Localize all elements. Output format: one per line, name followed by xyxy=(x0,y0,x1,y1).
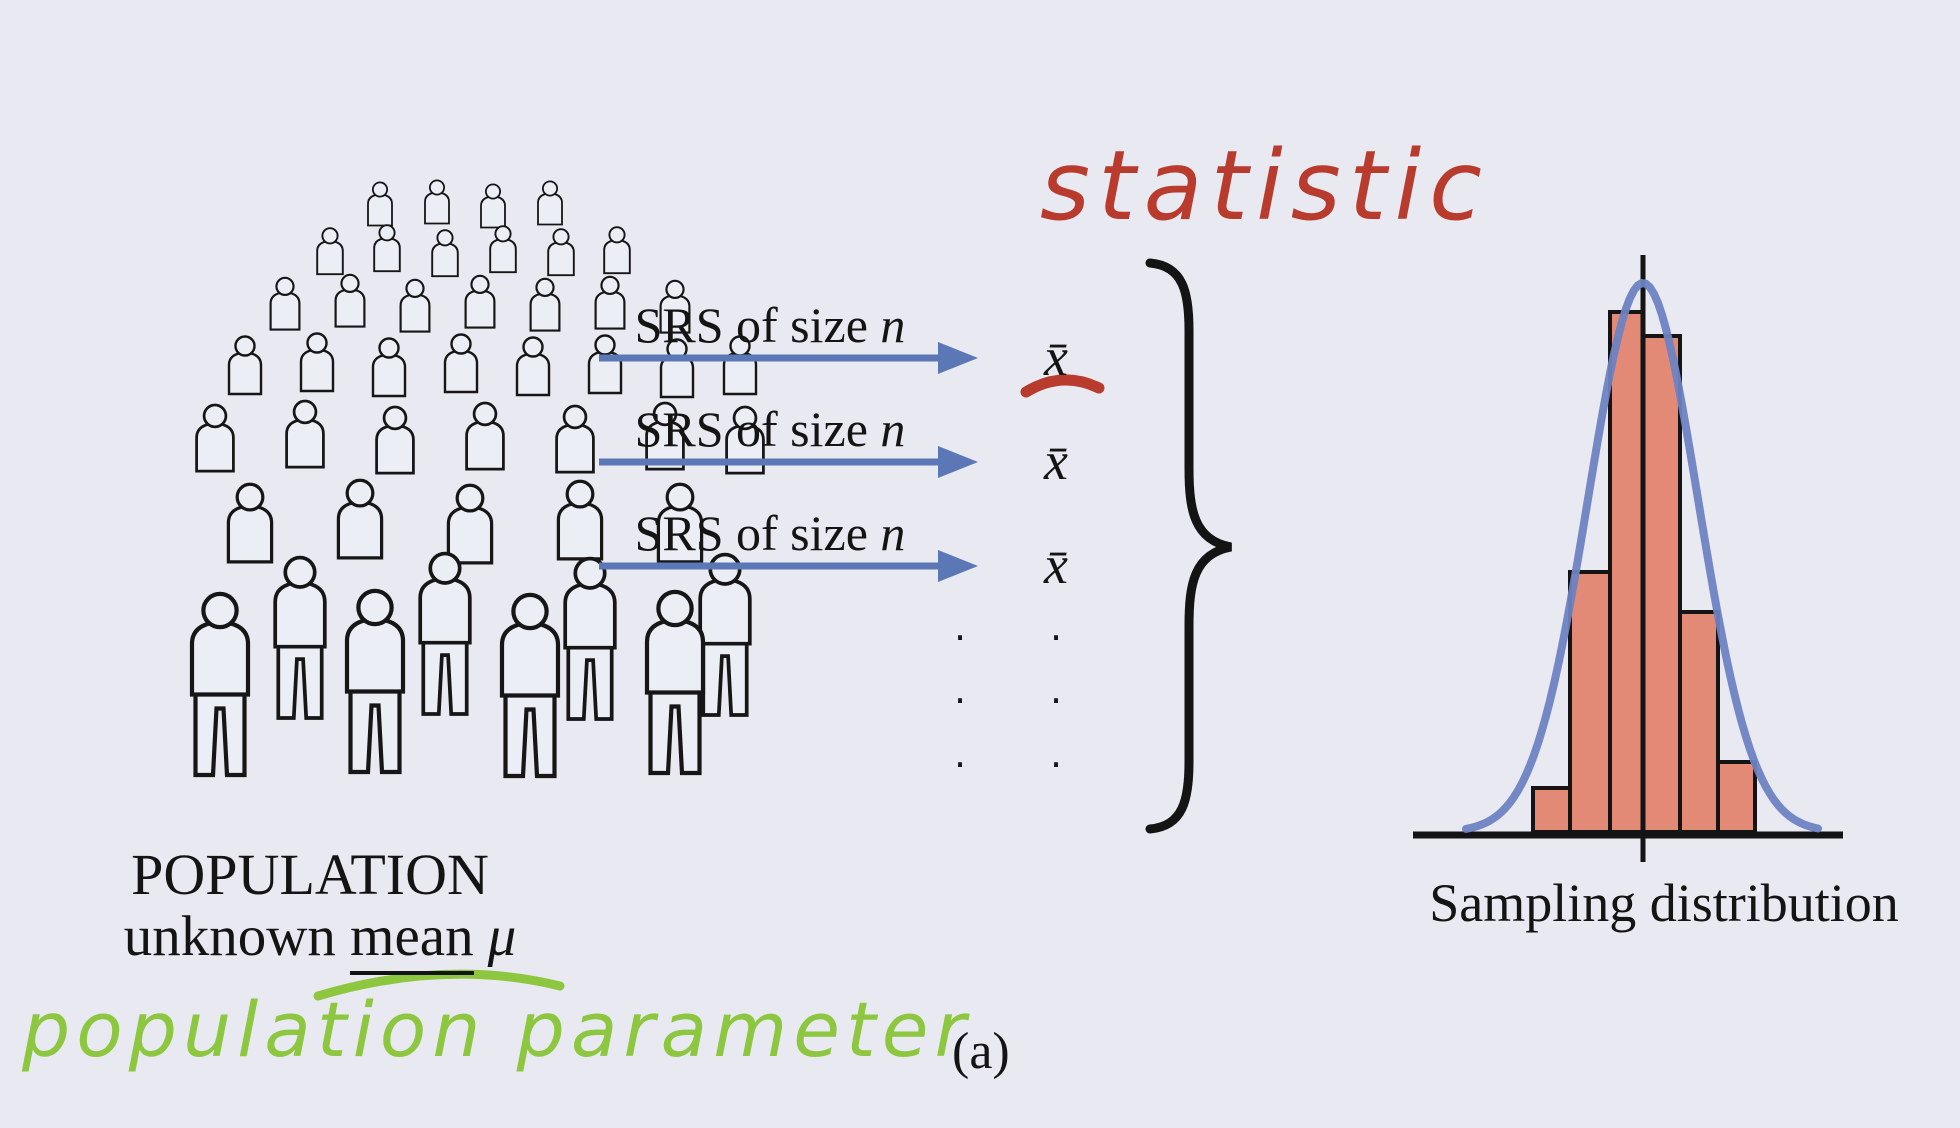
population-parameter-annotation: population parameter xyxy=(22,985,972,1074)
mu-symbol: μ xyxy=(487,905,517,968)
panel-caption: (a) xyxy=(952,1023,1010,1080)
statistic-underline-arc xyxy=(1020,374,1105,398)
srs-n-symbol: n xyxy=(880,401,906,457)
ellipsis-dot: · xyxy=(953,616,967,660)
population-subtitle-prefix: unknown xyxy=(123,905,351,968)
population-subtitle: unknown mean μ xyxy=(70,905,570,975)
population-subtitle-mean: mean xyxy=(350,905,474,975)
ellipsis-dot: · xyxy=(1049,616,1063,660)
statistic-annotation: statistic xyxy=(1040,130,1490,242)
srs-label-1: SRS of size n xyxy=(580,300,960,350)
parameter-overbrace-arc xyxy=(313,969,565,1001)
srs-arrow-2 xyxy=(599,446,978,478)
population-title: POPULATION xyxy=(131,842,489,907)
xbar-symbol-3: x̄ xyxy=(1044,535,1068,595)
curly-brace xyxy=(1145,258,1233,834)
srs-n-symbol: n xyxy=(880,297,906,353)
sampling-distribution-label: Sampling distribution xyxy=(1429,873,1899,933)
xbar-symbol-1: x̄ xyxy=(1044,327,1068,387)
srs-label-text: SRS of size xyxy=(634,505,881,561)
ellipsis-dot: · xyxy=(1049,743,1063,787)
ellipsis-dot: · xyxy=(953,679,967,723)
srs-label-text: SRS of size xyxy=(634,297,881,353)
sampling-distribution-chart xyxy=(1413,255,1843,862)
ellipsis-dot: · xyxy=(953,743,967,787)
srs-label-text: SRS of size xyxy=(634,401,881,457)
ellipsis-dot: · xyxy=(1049,679,1063,723)
srs-n-symbol: n xyxy=(880,505,906,561)
srs-label-2: SRS of size n xyxy=(580,404,960,454)
xbar-symbol-2: x̄ xyxy=(1044,431,1068,491)
srs-arrow-1 xyxy=(599,342,978,374)
srs-label-3: SRS of size n xyxy=(580,508,960,558)
srs-arrow-3 xyxy=(599,550,978,582)
